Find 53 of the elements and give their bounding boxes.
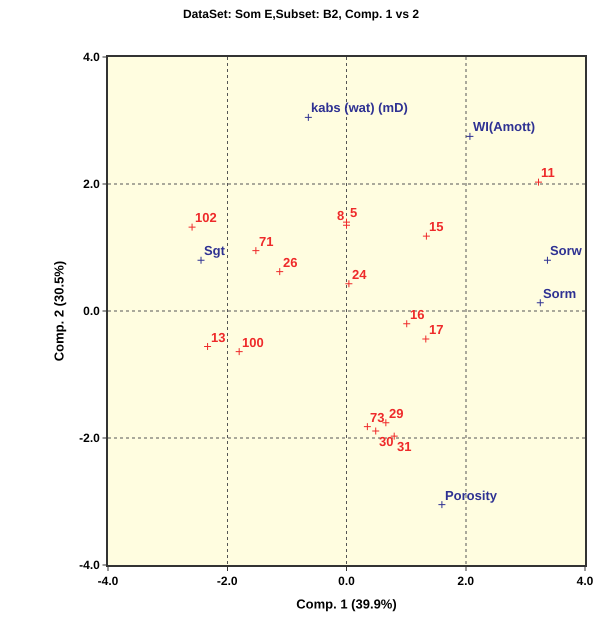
annotation: 26 bbox=[283, 255, 298, 270]
annotation: WI(Amott) bbox=[473, 119, 536, 134]
annotation: 71 bbox=[259, 234, 274, 249]
x-axis-title: Comp. 1 (39.9%) bbox=[296, 596, 397, 612]
x-tick-label: 2.0 bbox=[457, 574, 474, 588]
y-tick-label: 0.0 bbox=[83, 304, 100, 318]
point bbox=[304, 113, 312, 122]
point bbox=[534, 178, 542, 186]
annotation: 8 bbox=[337, 208, 344, 223]
point bbox=[402, 320, 411, 328]
x-tick-label: 0.0 bbox=[338, 574, 356, 588]
point bbox=[543, 256, 552, 264]
annotation: 13 bbox=[211, 330, 226, 345]
point bbox=[438, 500, 446, 509]
annotation: Sgt bbox=[204, 243, 226, 258]
annotation: 11 bbox=[541, 165, 555, 180]
annotation: 16 bbox=[410, 307, 424, 322]
point bbox=[372, 427, 380, 436]
annotation: 5 bbox=[350, 205, 358, 220]
y-tick-label: 2.0 bbox=[83, 177, 100, 192]
y-axis-title: Comp. 2 (30.5%) bbox=[52, 260, 67, 362]
annotation: 100 bbox=[242, 335, 264, 350]
point bbox=[344, 280, 353, 288]
point bbox=[252, 246, 260, 255]
annotation: Sorm bbox=[543, 286, 576, 301]
x-tick-label: 4.0 bbox=[576, 574, 594, 588]
annotation: 102 bbox=[195, 210, 217, 225]
annotation: kabs (wat) (mD) bbox=[311, 100, 408, 115]
point bbox=[422, 334, 430, 343]
annotation: Porosity bbox=[445, 488, 498, 503]
x-tick-label: -2.0 bbox=[216, 574, 238, 588]
annotation: 31 bbox=[397, 439, 412, 454]
annotation: 17 bbox=[429, 322, 444, 337]
point bbox=[235, 348, 244, 356]
point bbox=[363, 422, 372, 431]
annotation: 73 bbox=[370, 410, 384, 425]
point bbox=[204, 342, 212, 351]
point bbox=[188, 223, 196, 232]
y-tick-label: 4.0 bbox=[83, 50, 100, 64]
annotation: 29 bbox=[389, 406, 404, 421]
chart-title: DataSet: Som E,Subset: B2, Comp. 1 vs 2 bbox=[182, 6, 420, 21]
point bbox=[466, 132, 474, 140]
y-tick-label: -2.0 bbox=[79, 431, 100, 446]
point bbox=[536, 298, 544, 307]
annotation: 15 bbox=[429, 219, 444, 234]
annotation: 24 bbox=[352, 267, 368, 282]
point bbox=[422, 232, 430, 240]
point bbox=[276, 268, 284, 276]
x-tick-label: -4.0 bbox=[98, 574, 119, 588]
y-tick-label: -4.0 bbox=[79, 558, 100, 572]
annotation: Sorw bbox=[550, 243, 583, 258]
annotation: 30 bbox=[379, 434, 394, 449]
point bbox=[197, 256, 206, 264]
